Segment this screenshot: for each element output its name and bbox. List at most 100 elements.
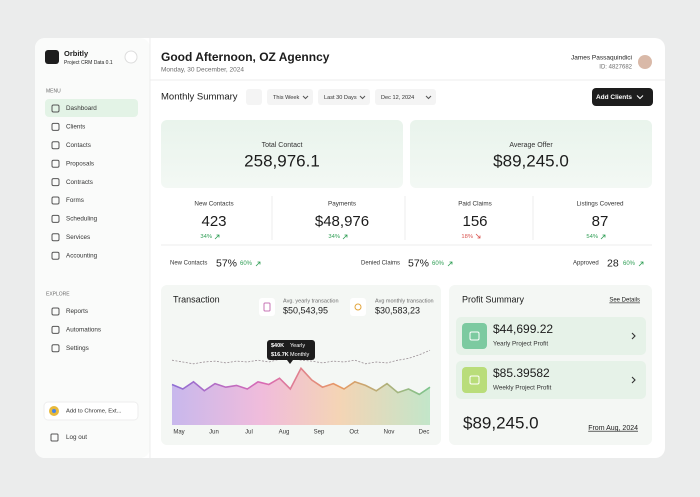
tooltip-value: $40K [271,343,284,349]
add-button-label[interactable]: Add Clients [596,94,632,101]
trend-arrow [475,233,481,239]
nav-item[interactable]: Scheduling [66,216,98,223]
add-button[interactable] [592,88,653,106]
nav-item[interactable]: Contracts [66,179,93,186]
stat-card [410,120,652,188]
filter-icon[interactable] [246,89,262,105]
explore-heading: EXPLORE [46,291,70,297]
brand-subtitle: Project CRM Data 0.1 [64,60,113,66]
x-tick-label: Nov [384,430,395,436]
avg-yearly-label: Avg. yearly transaction [283,298,339,304]
stat-change: 34% [200,234,212,240]
trend-arrow [255,261,261,267]
big-stat-value: $89,245.0 [493,151,569,170]
icon [354,303,362,311]
logout-icon [50,433,59,442]
see-details[interactable]: See Details [609,298,640,304]
avatar[interactable] [638,55,652,69]
area [172,368,430,425]
stat-change: 18% [461,234,473,240]
nav-icon [51,344,60,353]
nav-item[interactable]: Automations [66,327,101,334]
avg-yearly-value: $50,543,95 [283,305,328,315]
mini-value: 57% [408,257,429,269]
chevron [636,95,644,100]
x-tick-label: Aug [279,430,290,436]
profit-item[interactable] [456,317,646,355]
nav-item[interactable]: Clients [66,124,85,131]
icon-box [350,298,366,316]
nav-icon [51,141,60,150]
nav-icon [51,104,60,113]
filter-pill[interactable] [267,89,313,105]
mini-change: 60% [432,261,445,267]
nav-icon [51,251,60,260]
plot: May Jun Jul Aug Sep Oct Nov Dec $40K Yearly$16.7K… [171,340,431,436]
mini-value: 28 [607,257,619,269]
profit-item[interactable] [456,361,646,399]
series-line [171,366,431,396]
nav-icon [51,307,60,316]
collapse-button[interactable] [124,50,138,64]
stat-label: Paid Claims [458,201,492,208]
stat-label: Listings Covered [577,201,624,208]
trend-arrow [638,261,644,267]
x-tick-label: May [173,430,184,436]
series-line [171,349,431,365]
filter-label[interactable]: Last 30 Days [324,95,357,101]
stat-label: New Contacts [194,201,233,208]
profit-icon [462,323,487,349]
logout[interactable]: Log out [66,434,87,441]
active-item [45,99,138,117]
stat-change: 34% [328,234,340,240]
user-id: ID: 4827682 [599,65,632,71]
nav-item[interactable]: Reports [66,308,88,315]
greeting: Good Afternoon, OZ Agenncy [161,50,330,64]
profit-total: $89,245.0 [463,413,539,432]
tooltip [267,340,315,360]
user-name: James Passaquindici [571,55,632,62]
mini-label: New Contacts [170,261,207,267]
big-stat-value: 258,976.1 [244,151,320,170]
nav-item[interactable]: Dashboard [66,105,97,112]
menu-heading: MENU [46,88,61,94]
mini-value: 57% [216,257,237,269]
extension: Add to Chrome, Ext... [66,409,122,415]
summary-title: Monthly Summary [161,92,238,103]
nav-item[interactable]: Proposals [66,160,94,167]
chevron [631,376,636,384]
nav-item[interactable]: Accounting [66,252,98,259]
filter-label[interactable]: Dec 12, 2024 [381,95,414,101]
profit-value: $85.39582 [493,366,550,380]
chevron [359,95,366,100]
extension-box[interactable] [43,401,139,421]
profit-since: From Aug, 2024 [588,425,638,432]
filter-pill[interactable] [375,89,436,105]
nav-item[interactable]: Settings [66,345,89,352]
date: Monday, 30 December, 2024 [161,67,244,74]
mini-change: 60% [623,261,636,267]
stat-value: 423 [201,213,226,230]
nav-item[interactable]: Forms [66,197,84,204]
profit-icon-glyph [469,375,480,385]
big-stat-label: Average Offer [509,142,553,149]
icon-box [259,298,275,316]
filter-label[interactable]: This Week [273,95,300,101]
brand: Orbitly [64,49,89,58]
profit-icon [462,367,487,393]
stat-change: 54% [586,234,598,240]
icon [263,302,271,312]
nav-item[interactable]: Contacts [66,142,91,149]
x-tick-label: Sep [314,430,325,436]
big-stat-label: Total Contact [262,142,303,149]
x-tick-label: Jun [209,430,219,436]
mini-label: Approved [573,261,599,267]
nav-item[interactable]: Services [66,234,90,241]
x-tick-label: Oct [349,430,359,436]
profit-icon-glyph [469,331,480,341]
trend-arrow [214,234,220,240]
filter-pill[interactable] [318,89,370,105]
trend-arrow [447,261,453,267]
